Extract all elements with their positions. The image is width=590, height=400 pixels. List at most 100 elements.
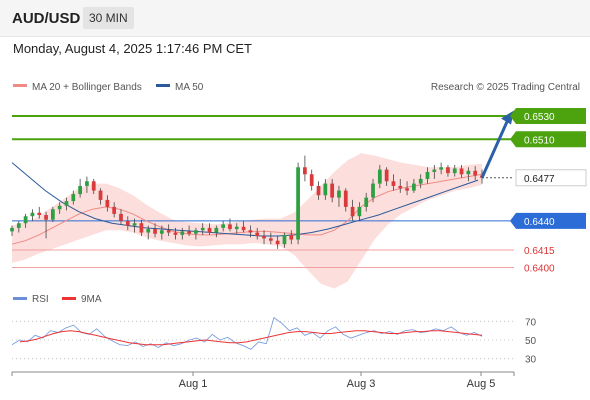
time-label-0: Aug 1 [179, 378, 208, 390]
candle-body [323, 183, 328, 196]
candle-body [173, 232, 178, 235]
candle-body [330, 183, 335, 198]
level-label-1: 0.6510 [524, 135, 555, 146]
level-box-3 [510, 212, 586, 229]
candle-body [234, 226, 239, 230]
candle-body [37, 212, 42, 216]
rsi-tick-50: 50 [525, 336, 537, 347]
candle-body [282, 234, 287, 245]
candle-body [91, 181, 96, 191]
rsi-panel: 30 50 70 [11, 316, 537, 366]
moving-averages [11, 162, 483, 245]
candle-body [262, 236, 266, 239]
candle-body [425, 171, 430, 179]
candle-body [119, 213, 123, 221]
candle-body [371, 183, 375, 198]
rsi-legend-label: RSI [32, 294, 49, 305]
ma20-legend-swatch [13, 84, 27, 87]
candle-body [289, 234, 294, 240]
candle-body [296, 167, 300, 240]
ma20-line [11, 173, 483, 245]
candle-body [85, 181, 89, 186]
time-label-1: Aug 3 [347, 378, 376, 390]
candle-body [398, 185, 403, 189]
candle-body [16, 223, 21, 228]
candle-body [452, 168, 457, 174]
candle-body [255, 232, 260, 237]
candle-body [98, 190, 103, 200]
candle-body [228, 224, 232, 230]
level-box-2 [515, 169, 587, 187]
candle-body [132, 223, 137, 226]
candle-body [200, 227, 205, 231]
candle-body [459, 168, 464, 175]
candle-body [64, 201, 69, 206]
candle-body [112, 206, 117, 214]
candle-body [432, 169, 437, 172]
ma20-legend-label: MA 20 + Bollinger Bands [32, 82, 142, 93]
candle-body [57, 205, 62, 210]
candle-body [466, 170, 471, 175]
time-axis: Aug 1 Aug 3 Aug 5 [11, 371, 515, 390]
candle-body [23, 216, 28, 224]
candle-body [139, 223, 144, 233]
candle-body [384, 169, 389, 182]
symbol-label: AUD/USD [12, 10, 81, 27]
candle-body [275, 240, 280, 245]
candle-body [153, 229, 157, 234]
ma9-legend-label: 9MA [81, 294, 102, 305]
forecast-arrow-head [501, 110, 514, 125]
candle-body [187, 231, 191, 234]
candle-body [446, 167, 450, 174]
rsi-legend-swatch [13, 297, 27, 300]
ma9-legend-swatch [62, 297, 76, 300]
candle-body [473, 170, 478, 176]
candle-body [50, 209, 55, 220]
candle-body [418, 178, 423, 184]
time-label-2: Aug 5 [467, 378, 496, 390]
candle-body [391, 181, 396, 186]
candle-body [405, 188, 409, 191]
level-label-2: 0.6477 [524, 174, 555, 185]
rsi-ma9-line [19, 330, 483, 346]
candle-body [316, 185, 321, 196]
candle-body [71, 194, 76, 202]
candle-body [207, 227, 212, 233]
candle-body [350, 206, 355, 217]
candle-body [214, 227, 219, 233]
candle-body [364, 197, 369, 207]
level-labels: 0.6530 0.6510 0.6477 0.6440 0.6415 0.6400 [510, 107, 587, 275]
candle-body [343, 190, 348, 207]
candle-body [194, 230, 198, 234]
candle-body [159, 230, 164, 234]
level-label-4: 0.6415 [524, 246, 555, 257]
ma50-line [11, 162, 479, 237]
datetime-label: Monday, August 4, 2025 1:17:46 PM CET [13, 41, 252, 56]
candle-body [248, 230, 253, 233]
rsi-tick-70: 70 [525, 317, 537, 328]
candle-body [105, 199, 110, 207]
timeframe-button[interactable]: 30 MIN [83, 7, 134, 29]
candle-body [180, 231, 185, 235]
candle-body [309, 174, 314, 186]
rsi-line [11, 316, 483, 350]
chart-header: AUD/USD 30 MIN [0, 0, 590, 37]
copyright-label: Research © 2025 Trading Central [431, 82, 580, 93]
candle-body [10, 227, 14, 232]
level-box-0 [510, 107, 586, 124]
rsi-tick-30: 30 [525, 355, 537, 366]
level-label-0: 0.6530 [524, 112, 555, 123]
candle-body [241, 226, 246, 231]
level-label-5: 0.6400 [524, 264, 555, 275]
candle-body [146, 229, 151, 233]
candle-body [412, 183, 416, 191]
price-levels [12, 114, 514, 269]
ma50-legend-swatch [156, 84, 170, 87]
candles [10, 155, 484, 249]
level-box-1 [510, 131, 586, 148]
ma50-legend-label: MA 50 [175, 82, 204, 93]
level-label-3: 0.6440 [524, 217, 555, 228]
candle-body [439, 167, 444, 170]
